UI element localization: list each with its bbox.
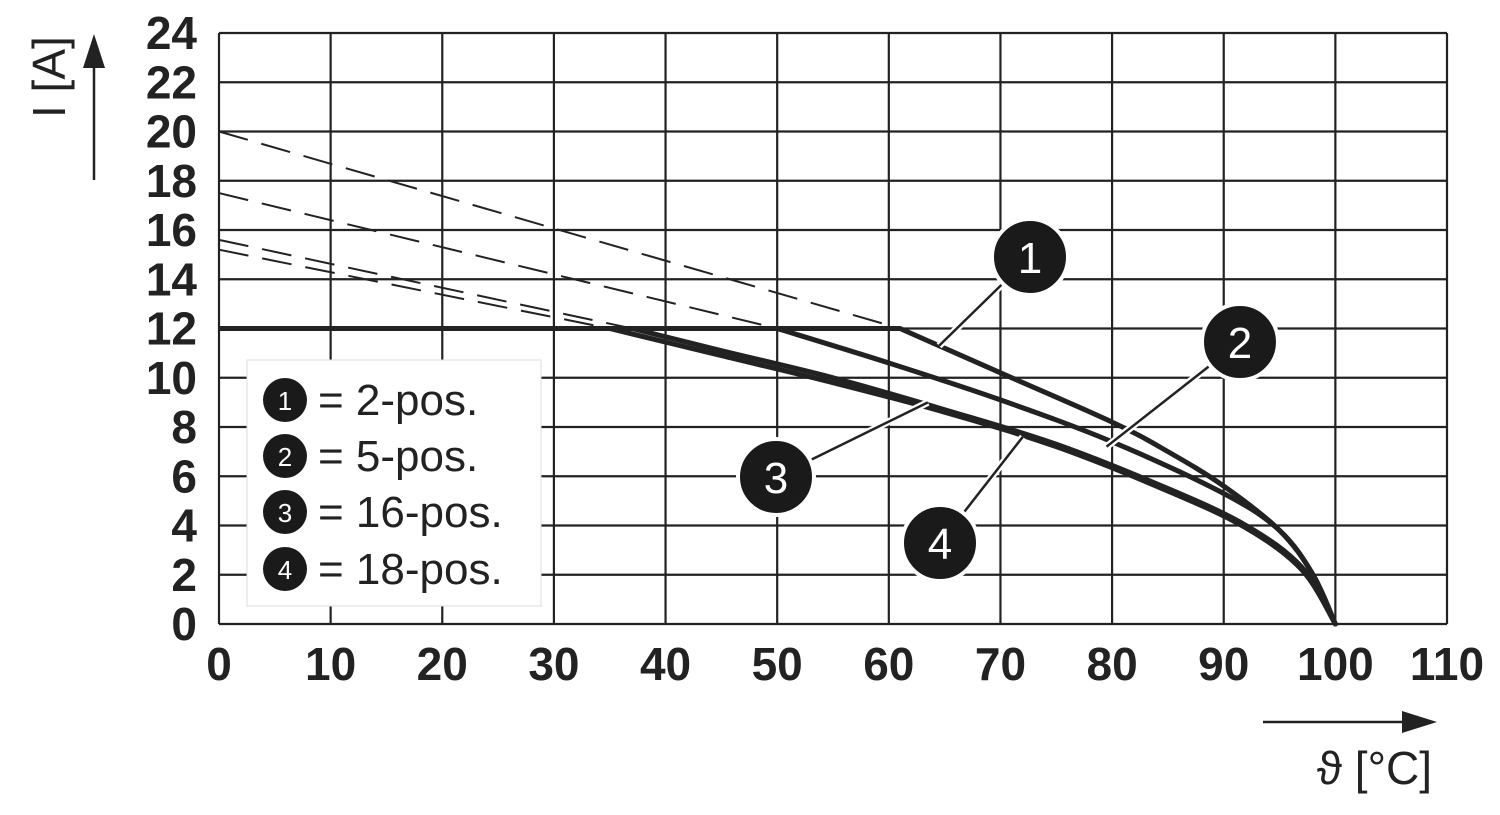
y-tick-label: 8 xyxy=(171,401,197,453)
legend-marker-number: 4 xyxy=(278,555,292,585)
x-tick-label: 90 xyxy=(1198,638,1249,690)
x-tick-label: 0 xyxy=(206,638,232,690)
y-axis-arrowhead-icon xyxy=(83,34,105,68)
x-tick-label: 110 xyxy=(1410,638,1484,690)
y-axis-label: I [A] xyxy=(23,36,75,118)
y-tick-label: 10 xyxy=(146,352,197,404)
series-2-line xyxy=(774,326,1338,627)
x-tick-labels: 0 10 20 30 40 50 60 70 80 90 100 110 xyxy=(206,638,1484,690)
y-tick-label: 2 xyxy=(171,549,197,601)
legend: 1 = 2-pos. 2 = 5-pos. 3 = 16-pos. 4 = 18-pos. xyxy=(246,359,542,607)
x-tick-label: 30 xyxy=(528,638,579,690)
x-tick-label: 60 xyxy=(863,638,914,690)
series-2-dashed-extension xyxy=(218,192,778,330)
callout-marker-3 xyxy=(736,437,816,517)
legend-marker-number: 2 xyxy=(278,442,292,472)
callout-marker-4 xyxy=(900,503,980,583)
callout-marker-1 xyxy=(990,217,1070,297)
y-tick-label: 4 xyxy=(171,500,197,552)
legend-marker-4 xyxy=(263,547,307,591)
x-axis-label-group: ϑ [°C] xyxy=(1263,711,1437,794)
x-tick-label: 100 xyxy=(1297,638,1374,690)
series-3-dashed-extension xyxy=(218,238,633,330)
series-4-dashed-extension xyxy=(218,248,610,330)
y-tick-label: 16 xyxy=(146,204,197,256)
x-axis-arrowhead-icon xyxy=(1402,711,1437,733)
series-1-dashed-extension xyxy=(218,130,901,330)
y-tick-label: 0 xyxy=(171,598,197,650)
y-tick-label: 24 xyxy=(146,7,198,59)
x-tick-label: 40 xyxy=(640,638,691,690)
callout-marker-number: 2 xyxy=(1228,319,1252,368)
legend-marker-2 xyxy=(263,434,307,478)
x-tick-label: 20 xyxy=(417,638,468,690)
legend-marker-number: 1 xyxy=(278,386,292,416)
x-tick-label: 10 xyxy=(305,638,356,690)
legend-label: = 2-pos. xyxy=(318,376,478,425)
legend-label: = 5-pos. xyxy=(318,432,478,481)
legend-marker-1 xyxy=(263,378,307,422)
series-4-line xyxy=(607,326,1338,627)
curves xyxy=(218,130,1338,627)
y-axis-label-group: I [A] xyxy=(23,34,105,180)
legend-label: = 16-pos. xyxy=(318,488,503,537)
callout-marker-2 xyxy=(1200,302,1280,382)
y-tick-label: 18 xyxy=(146,155,197,207)
callouts: 1 2 3 4 xyxy=(736,217,1280,583)
legend-label: = 18-pos. xyxy=(318,545,503,594)
callout-marker-number: 4 xyxy=(928,520,952,569)
y-tick-label: 6 xyxy=(171,450,197,502)
legend-marker-number: 3 xyxy=(278,498,292,528)
x-axis-label: ϑ [°C] xyxy=(1317,742,1432,794)
y-tick-label: 14 xyxy=(146,253,198,305)
x-tick-label: 80 xyxy=(1087,638,1138,690)
callout-marker-number: 3 xyxy=(764,454,788,503)
callout-marker-number: 1 xyxy=(1018,234,1042,283)
y-tick-label: 22 xyxy=(146,56,197,108)
x-tick-label: 50 xyxy=(752,638,803,690)
y-tick-label: 12 xyxy=(146,303,197,355)
y-tick-label: 20 xyxy=(146,106,197,158)
x-tick-label: 70 xyxy=(975,638,1026,690)
legend-marker-3 xyxy=(263,490,307,534)
